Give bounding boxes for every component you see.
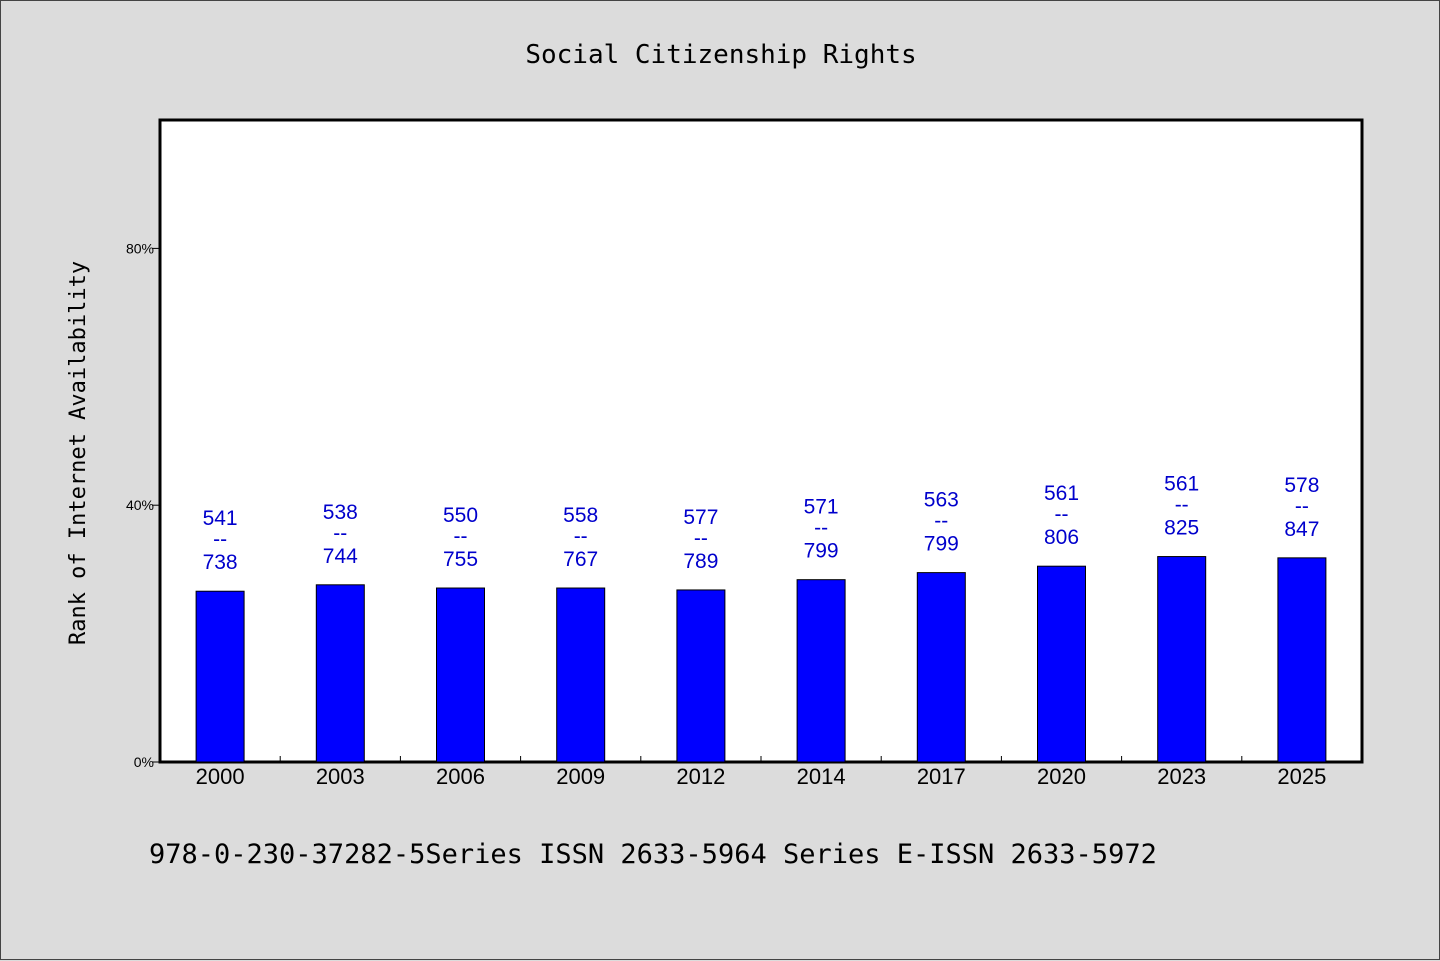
bar xyxy=(315,584,365,763)
data-label: 825 xyxy=(1164,517,1199,540)
bar xyxy=(195,590,245,763)
bar xyxy=(556,587,606,763)
bar xyxy=(1157,556,1207,763)
data-label: 738 xyxy=(203,551,238,574)
data-label: -- xyxy=(1055,503,1069,526)
data-label: 571 xyxy=(804,496,839,519)
bar xyxy=(916,572,966,763)
x-tick-label: 2009 xyxy=(556,764,605,789)
data-label: 799 xyxy=(924,533,959,556)
bar xyxy=(676,589,726,763)
data-label: 577 xyxy=(683,506,718,529)
data-label: 558 xyxy=(563,504,598,527)
x-tick-label: 2020 xyxy=(1037,764,1086,789)
data-label: -- xyxy=(934,510,948,533)
data-label: -- xyxy=(814,517,828,540)
data-label: 799 xyxy=(804,540,839,563)
data-label: -- xyxy=(213,528,227,551)
data-label: 755 xyxy=(443,548,478,571)
data-label: 806 xyxy=(1044,526,1079,549)
x-tick-label: 2023 xyxy=(1157,764,1206,789)
data-label: -- xyxy=(1175,494,1189,517)
x-tick-label: 2006 xyxy=(436,764,485,789)
x-tick-label: 2000 xyxy=(196,764,245,789)
data-label: -- xyxy=(454,525,468,548)
data-label: 561 xyxy=(1164,473,1199,496)
data-label: 578 xyxy=(1284,474,1319,497)
data-labels: 541--738538--744550--755558--767577--789… xyxy=(203,473,1320,575)
footer-isbn-text: 978-0-230-37282-5Series ISSN 2633-5964 S… xyxy=(149,839,1157,870)
data-label: -- xyxy=(694,527,708,550)
data-label: 767 xyxy=(563,548,598,571)
y-tick-label: 80% xyxy=(126,240,154,256)
x-tick-label: 2017 xyxy=(917,764,966,789)
x-tick-label: 2003 xyxy=(316,764,365,789)
x-axis-ticks: 2000 2003 2006 2009 2012 2014 2017 2020 2023 2025 xyxy=(196,756,1326,789)
chart-title: Social Citizenship Rights xyxy=(525,40,916,70)
data-label: 847 xyxy=(1284,518,1319,541)
x-tick-label: 2025 xyxy=(1277,764,1326,789)
x-tick-label: 2012 xyxy=(676,764,725,789)
data-label: 561 xyxy=(1044,482,1079,505)
y-tick-label: 40% xyxy=(126,497,154,513)
y-tick-label: 0% xyxy=(134,754,154,770)
y-axis-ticks: 0% 40% 80% xyxy=(126,240,160,770)
data-label: -- xyxy=(574,525,588,548)
data-label: -- xyxy=(333,522,347,545)
y-axis-label: Rank of Internet Availability xyxy=(66,261,91,645)
data-label: 538 xyxy=(323,501,358,524)
data-label: 744 xyxy=(323,545,358,568)
data-label: -- xyxy=(1295,495,1309,518)
data-label: 541 xyxy=(203,507,238,530)
bar-series xyxy=(195,556,1327,763)
data-label: 563 xyxy=(924,489,959,512)
bar xyxy=(796,579,846,763)
bar xyxy=(1037,565,1086,763)
data-label: 550 xyxy=(443,504,478,527)
bar xyxy=(436,587,485,763)
data-label: 789 xyxy=(683,550,718,573)
x-tick-label: 2014 xyxy=(797,764,846,789)
bar xyxy=(1277,557,1327,763)
